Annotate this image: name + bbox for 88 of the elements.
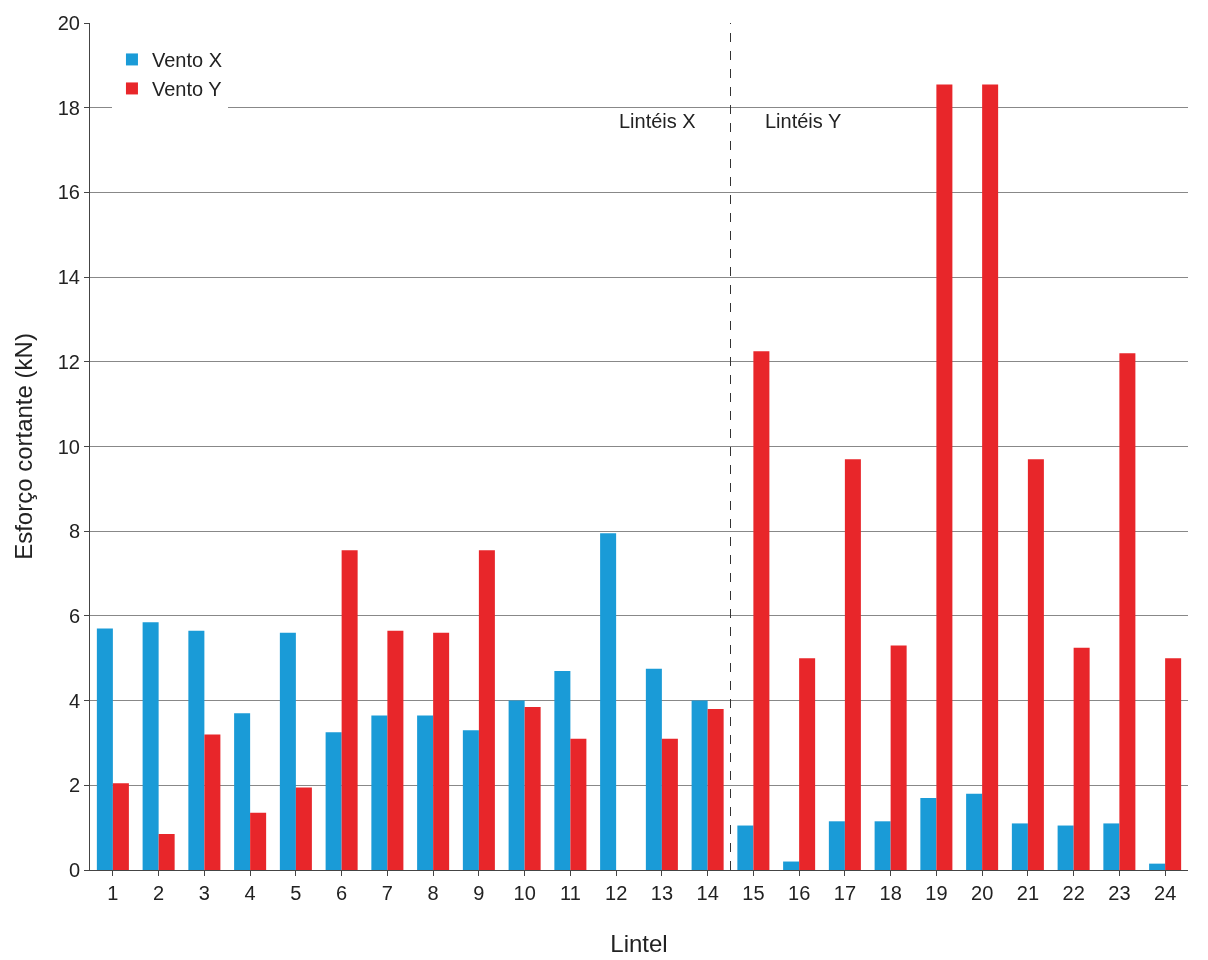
bar: [737, 825, 754, 870]
bar: [433, 632, 450, 870]
bar: [325, 732, 342, 870]
x-tick-label: 16: [788, 882, 811, 904]
x-tick-label: 5: [290, 882, 302, 904]
y-axis-title: Esforço cortante (kN): [10, 333, 37, 560]
x-tick-label: 23: [1108, 882, 1131, 904]
bar: [753, 351, 770, 870]
bar: [890, 645, 907, 870]
bar: [387, 630, 404, 870]
y-tick-label: 0: [68, 859, 80, 881]
bar: [478, 550, 495, 870]
bar: [828, 821, 845, 870]
x-tick-label: 10: [513, 882, 536, 904]
bar: [982, 84, 999, 870]
bar: [570, 738, 587, 870]
x-axis-title: Lintel: [610, 930, 668, 957]
bar: [920, 798, 937, 870]
bar: [1057, 825, 1074, 870]
bar: [371, 715, 388, 870]
bar: [295, 787, 312, 870]
x-tick-label: 12: [605, 882, 628, 904]
y-tick-label: 8: [68, 520, 80, 543]
x-tick-label: 3: [198, 882, 210, 904]
x-tick-label: 4: [244, 882, 256, 904]
bar: [188, 630, 205, 870]
bar: [1011, 823, 1028, 870]
y-tick-label: 20: [57, 12, 80, 34]
bar: [1165, 658, 1182, 870]
bar: [661, 738, 678, 870]
x-tick-label: 21: [1016, 882, 1040, 904]
annotation: Lintéis X: [619, 110, 696, 132]
legend-label: Vento Y: [151, 78, 222, 101]
bar: [1103, 823, 1120, 870]
bar: [524, 706, 541, 870]
bar: [645, 668, 662, 870]
x-tick-label: 7: [381, 882, 393, 904]
bar: [707, 709, 724, 870]
bar: [1027, 459, 1044, 870]
x-tick-label: 22: [1062, 882, 1085, 904]
x-tick-label: 9: [473, 882, 485, 904]
bar: [966, 793, 983, 870]
bar: [234, 713, 251, 870]
bar: [341, 550, 358, 870]
bar: [554, 670, 571, 870]
y-tick-label: 2: [68, 774, 80, 797]
bar: [508, 700, 525, 870]
bar: [462, 730, 479, 870]
y-tick-label: 14: [57, 266, 80, 289]
bar: [204, 734, 221, 870]
x-tick-label: 15: [742, 882, 765, 904]
x-tick-label: 11: [560, 882, 581, 904]
bar: [844, 459, 861, 870]
legend-label: Vento X: [151, 49, 223, 72]
x-tick-label: 20: [971, 882, 994, 904]
bar: [417, 715, 434, 870]
y-tick-label: 4: [68, 689, 80, 712]
x-tick-label: 8: [427, 882, 439, 904]
x-tick-label: 1: [107, 882, 119, 904]
bar: [1073, 647, 1090, 870]
annotation: Lintéis Y: [765, 110, 842, 132]
bar: [250, 812, 267, 870]
bar: [142, 622, 159, 870]
y-tick-label: 10: [57, 435, 80, 458]
bar: [158, 834, 175, 870]
y-tick-label: 16: [57, 181, 80, 204]
bar: [600, 533, 617, 870]
bar: [783, 861, 800, 870]
x-tick-label: 2: [153, 882, 165, 904]
x-tick-label: 17: [833, 882, 857, 904]
x-tick-label: 6: [336, 882, 348, 904]
bar: [691, 700, 708, 870]
bar: [279, 632, 296, 870]
bar: [112, 783, 129, 870]
y-tick-label: 18: [57, 96, 80, 119]
x-tick-label: 18: [879, 882, 902, 904]
y-tick-label: 6: [68, 604, 80, 627]
x-tick-label: 24: [1154, 882, 1177, 904]
x-tick-label: 14: [696, 882, 719, 904]
x-tick-label: 13: [650, 882, 674, 904]
bar: [1119, 353, 1136, 870]
bar: [874, 821, 891, 870]
x-tick-label: 19: [925, 882, 948, 904]
bar: [1149, 863, 1166, 870]
bar: [96, 628, 113, 870]
bar: [799, 658, 816, 870]
bar: [936, 84, 953, 870]
y-tick-label: 12: [57, 350, 80, 373]
